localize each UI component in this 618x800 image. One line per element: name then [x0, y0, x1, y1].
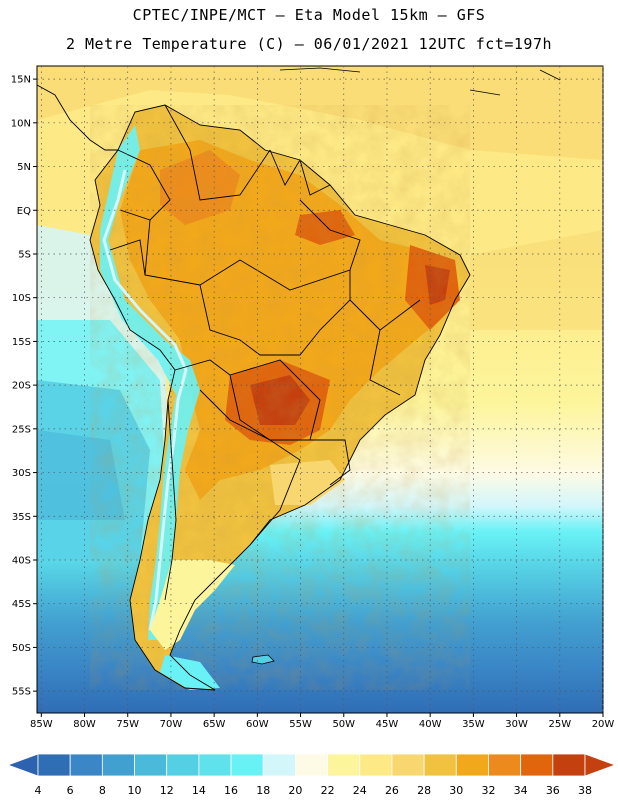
colorbar-swatch	[488, 753, 522, 777]
temperature-map: 15N 10N 5N EQ 5S 10S 15S 20S 25S 30S 35S 40S 45S 50S 5…	[11, 65, 615, 730]
colorbar-label: 30	[449, 784, 463, 797]
longitude-label: 70W	[160, 719, 183, 730]
colorbar-swatch	[230, 753, 264, 777]
colorbar-swatch	[552, 753, 586, 777]
longitude-label: 80W	[73, 719, 96, 730]
colorbar-label: 36	[546, 784, 560, 797]
colorbar-swatch	[69, 753, 103, 777]
axis-ticks: 15N 10N 5N EQ 5S 10S 15S 20S 25S 30S 35S 40S 45S 50S 5…	[11, 75, 615, 730]
map-title-line-1: CPTEC/INPE/MCT – Eta Model 15km – GFS	[132, 6, 486, 24]
colorbar-label: 22	[321, 784, 335, 797]
latitude-label: EQ	[17, 206, 31, 217]
colorbar-swatch	[198, 753, 232, 777]
longitude-label: 25W	[548, 719, 571, 730]
colorbar-label: 16	[224, 784, 238, 797]
pacific-cool-deepest	[37, 430, 125, 520]
colorbar-label: 4	[35, 784, 42, 797]
colorbar-swatch	[327, 753, 361, 777]
map-title-line-2: 2 Metre Temperature (C) – 06/01/2021 12U…	[65, 35, 553, 53]
graticule	[37, 66, 604, 713]
longitude-label: 60W	[246, 719, 269, 730]
colorbar-swatch	[423, 753, 457, 777]
colorbar-swatch	[520, 753, 554, 777]
latitude-label: 15S	[12, 337, 31, 348]
latitude-label: 10S	[12, 293, 31, 304]
north-warm-sea	[37, 66, 603, 160]
caribbean-islands	[279, 67, 561, 96]
colorbar-label: 26	[385, 784, 399, 797]
atlantic-warm-band	[470, 230, 603, 330]
latitude-label: 30S	[12, 468, 31, 479]
falkland-islands	[251, 654, 275, 665]
colorbar: 4 6 8 10 12 14 16 18 20 22 24 26 28 30 32 34 36 38	[6, 753, 617, 797]
latitude-label: 5N	[17, 162, 31, 173]
longitude-label: 65W	[203, 719, 226, 730]
colorbar-label: 38	[578, 784, 592, 797]
colorbar-label: 10	[128, 784, 142, 797]
land-mild-south	[270, 460, 345, 505]
latitude-label: 50S	[12, 643, 31, 654]
colorbar-label: 12	[160, 784, 174, 797]
andes-snow-ridge	[102, 169, 188, 631]
longitude-label: 30W	[505, 719, 528, 730]
colorbar-label: 18	[256, 784, 270, 797]
latitude-label: 5S	[18, 249, 31, 260]
longitude-label: 75W	[116, 719, 139, 730]
longitude-label: 35W	[462, 719, 485, 730]
map-frame	[36, 65, 604, 714]
colorbar-swatch	[37, 753, 71, 777]
land-texture-overlay	[90, 105, 470, 690]
colorbar-label: 28	[417, 784, 431, 797]
colorbar-label: 6	[67, 784, 74, 797]
latitude-label: 20S	[12, 381, 31, 392]
latitude-label: 10N	[11, 118, 31, 129]
colorbar-low-arrow	[6, 753, 39, 777]
colorbar-swatch	[134, 753, 168, 777]
latitude-label: 15N	[11, 75, 31, 86]
longitude-label: 45W	[376, 719, 399, 730]
colorbar-high-arrow	[584, 753, 617, 777]
colorbar-label: 32	[481, 784, 495, 797]
longitude-label: 20W	[592, 719, 615, 730]
longitude-label: 40W	[419, 719, 442, 730]
colorbar-label: 24	[353, 784, 367, 797]
latitude-label: 55S	[12, 687, 31, 698]
longitude-label: 55W	[289, 719, 312, 730]
latitude-label: 40S	[12, 555, 31, 566]
longitude-label: 50W	[332, 719, 355, 730]
colorbar-label: 34	[514, 784, 528, 797]
colorbar-swatch	[101, 753, 135, 777]
colorbar-label: 20	[288, 784, 302, 797]
central-america-coast	[37, 84, 118, 151]
colorbar-swatch	[166, 753, 200, 777]
colorbar-label: 14	[192, 784, 206, 797]
longitude-label: 85W	[30, 719, 53, 730]
colorbar-swatch	[262, 753, 296, 777]
colorbar-swatch	[391, 753, 425, 777]
colorbar-swatch	[455, 753, 489, 777]
latitude-label: 45S	[12, 599, 31, 610]
latitude-label: 25S	[12, 424, 31, 435]
colorbar-label: 8	[99, 784, 106, 797]
latitude-label: 35S	[12, 512, 31, 523]
colorbar-swatch	[359, 753, 393, 777]
country-borders	[89, 104, 471, 691]
tierra-del-fuego	[160, 655, 220, 690]
colorbar-swatch	[295, 753, 328, 777]
